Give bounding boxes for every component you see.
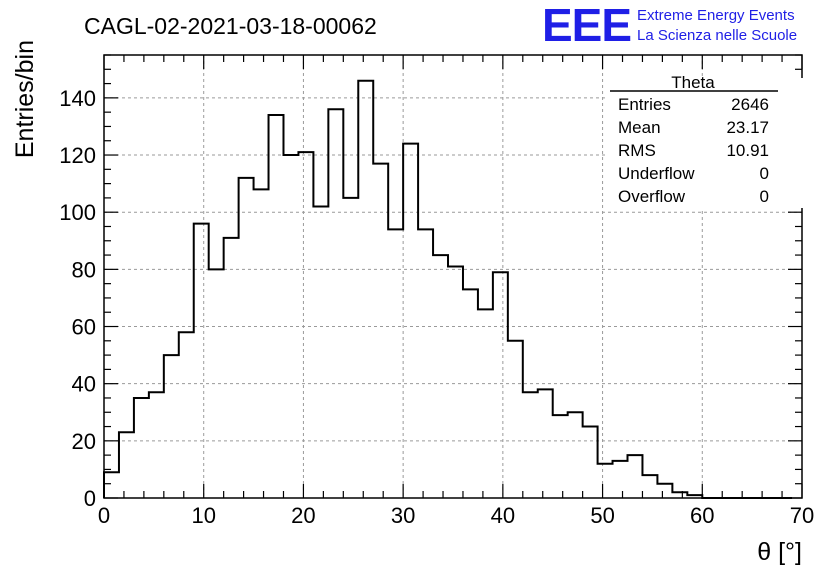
- histogram-bin: [254, 189, 269, 498]
- x-tick-label: 30: [391, 503, 415, 528]
- y-tick-label: 0: [84, 486, 96, 511]
- histogram-bin: [433, 255, 448, 498]
- histogram-bin: [269, 115, 284, 498]
- stat-label-entries: Entries: [618, 95, 671, 114]
- histogram-bin: [613, 461, 628, 498]
- stats-box-frame: [608, 78, 804, 208]
- histogram-bin: [134, 398, 149, 498]
- y-tick-label: 140: [59, 86, 96, 111]
- histogram-bin: [104, 472, 119, 498]
- histogram-bin: [373, 164, 388, 498]
- histogram-bin: [343, 198, 358, 498]
- x-tick-label: 40: [491, 503, 515, 528]
- histogram-bin: [298, 152, 313, 498]
- x-tick-label: 20: [291, 503, 315, 528]
- stat-label-mean: Mean: [618, 118, 661, 137]
- y-tick-label: 40: [72, 372, 96, 397]
- histogram-bin: [463, 289, 478, 498]
- histogram-bin: [119, 432, 134, 498]
- y-tick-label: 120: [59, 143, 96, 168]
- eee-logo: EEE: [542, 0, 631, 51]
- x-tick-label: 0: [98, 503, 110, 528]
- stat-label-underflow: Underflow: [618, 164, 695, 183]
- x-tick-label: 10: [191, 503, 215, 528]
- histogram-bin: [313, 206, 328, 498]
- histogram-bin: [149, 392, 164, 498]
- histogram-bin: [657, 484, 672, 498]
- x-tick-label: 50: [590, 503, 614, 528]
- histogram-bin: [523, 392, 538, 498]
- stat-label-overflow: Overflow: [618, 187, 686, 206]
- stat-value-underflow: 0: [760, 164, 769, 183]
- x-axis-label: θ [°]: [757, 538, 802, 566]
- plot-frame: [103, 54, 803, 499]
- histogram-bin: [328, 109, 343, 498]
- histogram-bin: [448, 266, 463, 498]
- y-tick-label: 100: [59, 200, 96, 225]
- stat-value-mean: 23.17: [726, 118, 769, 137]
- histogram-bin: [493, 272, 508, 498]
- histogram-bin: [239, 178, 254, 498]
- histogram-bin: [508, 341, 523, 498]
- histogram-bin: [628, 455, 643, 498]
- stat-value-entries: 2646: [731, 95, 769, 114]
- stat-value-rms: 10.91: [726, 141, 769, 160]
- y-tick-label: 60: [72, 315, 96, 340]
- histogram-bin: [224, 238, 239, 498]
- histogram-bin: [478, 309, 493, 498]
- stat-value-overflow: 0: [760, 187, 769, 206]
- histogram-bin: [358, 81, 373, 498]
- stats-box: Theta Entries 2646 Mean 23.17 RMS 10.91 …: [608, 73, 804, 208]
- stats-box-title: Theta: [671, 73, 715, 92]
- org-name-line1: Extreme Energy Events: [637, 7, 795, 24]
- histogram-bin: [642, 475, 657, 498]
- histogram-bin: [164, 355, 179, 498]
- histogram-bin: [538, 389, 553, 498]
- chart-title: CAGL-02-2021-03-18-00062: [84, 13, 377, 39]
- x-tick-label: 70: [790, 503, 814, 528]
- y-axis-label: Entries/bin: [11, 40, 39, 158]
- x-tick-label: 60: [690, 503, 714, 528]
- histogram-bin: [179, 332, 194, 498]
- histogram-bin: [568, 412, 583, 498]
- y-tick-label: 20: [72, 429, 96, 454]
- histogram-bin: [209, 269, 224, 498]
- org-name-line2: La Scienza nelle Scuole: [637, 27, 797, 44]
- histogram-outline: [103, 79, 793, 499]
- x-tick-labels: 0 10 20 30 40 50 60 70: [98, 503, 814, 528]
- histogram-bin: [598, 464, 613, 498]
- histogram-bin: [194, 224, 209, 498]
- histogram-bin: [583, 427, 598, 498]
- histogram-bin: [403, 144, 418, 498]
- y-tick-label: 80: [72, 257, 96, 282]
- stat-label-rms: RMS: [618, 141, 656, 160]
- y-tick-labels: 0 20 40 60 80 100 120 140: [59, 86, 96, 511]
- histogram-bin: [553, 415, 568, 498]
